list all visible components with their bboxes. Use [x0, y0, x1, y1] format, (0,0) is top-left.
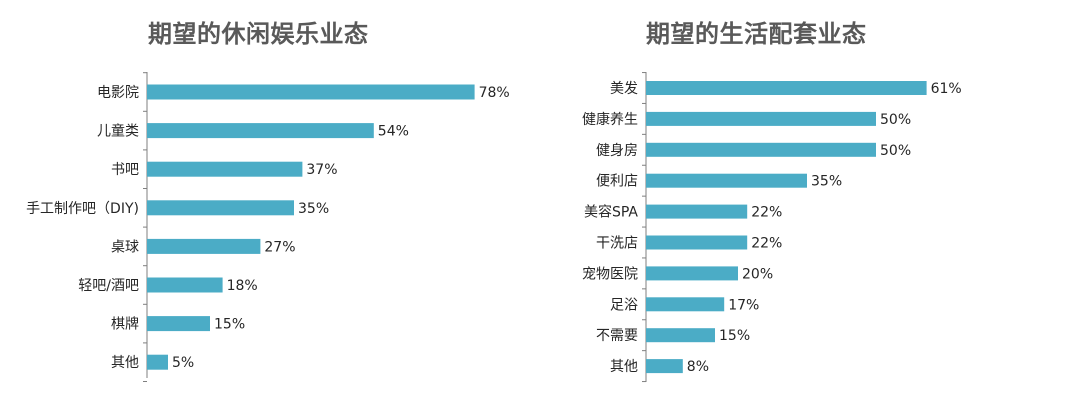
- leisure-category-label: 桌球: [111, 239, 139, 255]
- lifestyle-value-label: 22%: [751, 236, 782, 252]
- lifestyle-category-label: 美容SPA: [584, 204, 638, 221]
- lifestyle-category-label: 健身房: [596, 143, 638, 159]
- lifestyle-value-label: 61%: [931, 81, 962, 97]
- lifestyle-value-label: 15%: [719, 328, 750, 344]
- lifestyle-category-label: 便利店: [596, 174, 638, 190]
- lifestyle-value-label: 17%: [728, 297, 759, 313]
- lifestyle-value-label: 22%: [751, 205, 782, 221]
- leisure-category-label: 儿童类: [97, 123, 139, 140]
- leisure-value-label: 78%: [479, 85, 510, 101]
- lifestyle-category-label: 干洗店: [596, 236, 638, 252]
- leisure-value-label: 35%: [298, 201, 329, 217]
- leisure-category-label: 棋牌: [111, 316, 139, 333]
- leisure-value-label: 37%: [306, 162, 337, 178]
- lifestyle-bar-chart: 美发 61% 健康养生 50% 健身房 50% 便利店 35% 美容SPA 22% 干洗店 22% 宠物…: [582, 72, 962, 383]
- leisure-bar: [147, 354, 168, 370]
- lifestyle-bar: [646, 111, 876, 126]
- lifestyle-bar: [646, 204, 748, 219]
- lifestyle-chart-title: 期望的生活配套业态: [646, 20, 867, 48]
- leisure-value-label: 54%: [378, 124, 409, 140]
- lifestyle-chart-panel: 期望的生活配套业态 美发 61% 健康养生 50% 健身房 50% 便利店 35% 美容SPA 2…: [540, 0, 1080, 403]
- lifestyle-category-label: 健康养生: [582, 111, 638, 128]
- leisure-value-label: 15%: [214, 317, 245, 333]
- leisure-bar: [147, 84, 475, 100]
- leisure-bar: [147, 277, 223, 293]
- leisure-bar: [147, 123, 374, 139]
- lifestyle-bar: [646, 297, 725, 312]
- lifestyle-value-label: 50%: [880, 112, 911, 128]
- leisure-category-label: 其他: [111, 355, 139, 371]
- lifestyle-value-label: 35%: [811, 174, 842, 190]
- leisure-bar: [147, 316, 210, 332]
- lifestyle-category-label: 美发: [610, 81, 638, 97]
- lifestyle-category-label: 其他: [610, 359, 638, 375]
- lifestyle-bar: [646, 173, 807, 188]
- lifestyle-bar: [646, 359, 683, 374]
- lifestyle-category-label: 足浴: [610, 297, 638, 313]
- lifestyle-value-label: 8%: [687, 359, 709, 375]
- lifestyle-value-label: 20%: [742, 266, 773, 282]
- lifestyle-value-label: 50%: [880, 143, 911, 159]
- lifestyle-bar: [646, 328, 715, 343]
- leisure-bar-chart: 电影院 78% 儿童类 54% 书吧 37% 手工制作吧（DIY) 35% 桌球 27% 轻吧/酒吧…: [26, 72, 510, 382]
- leisure-bar: [147, 161, 303, 177]
- lifestyle-bar: [646, 235, 748, 250]
- leisure-category-label: 轻吧/酒吧: [78, 278, 139, 294]
- leisure-chart-panel: 期望的休闲娱乐业态 电影院 78% 儿童类 54% 书吧 37% 手工制作吧（DIY) 35%…: [26, 20, 510, 382]
- lifestyle-bar: [646, 266, 738, 281]
- lifestyle-category-label: 宠物医院: [582, 266, 638, 282]
- leisure-value-label: 5%: [172, 355, 194, 371]
- lifestyle-bar: [646, 142, 876, 157]
- leisure-bar: [147, 238, 261, 254]
- leisure-value-label: 18%: [227, 278, 258, 294]
- leisure-category-label: 手工制作吧（DIY): [26, 201, 139, 217]
- leisure-category-label: 电影院: [97, 85, 139, 101]
- lifestyle-bar: [646, 81, 927, 95]
- lifestyle-category-label: 不需要: [596, 328, 638, 344]
- leisure-bar: [147, 200, 294, 216]
- leisure-chart-title: 期望的休闲娱乐业态: [148, 20, 369, 48]
- leisure-category-label: 书吧: [111, 162, 139, 178]
- leisure-value-label: 27%: [264, 239, 295, 255]
